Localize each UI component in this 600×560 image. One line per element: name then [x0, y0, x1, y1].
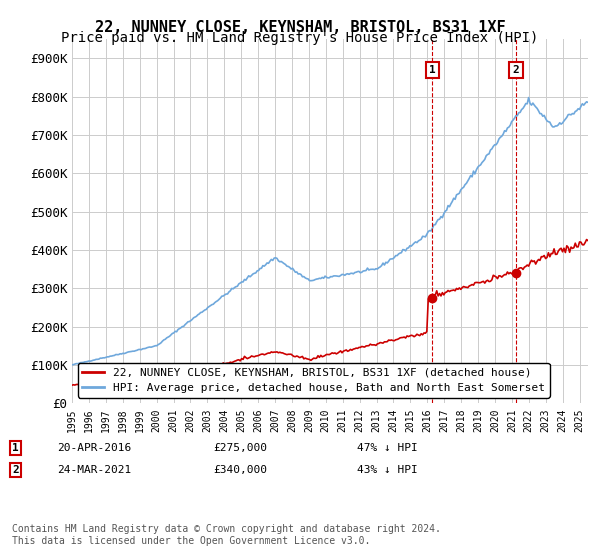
Text: 2: 2 — [513, 65, 520, 75]
Text: 43% ↓ HPI: 43% ↓ HPI — [357, 465, 418, 475]
Text: 47% ↓ HPI: 47% ↓ HPI — [357, 443, 418, 453]
Text: 22, NUNNEY CLOSE, KEYNSHAM, BRISTOL, BS31 1XF: 22, NUNNEY CLOSE, KEYNSHAM, BRISTOL, BS3… — [95, 20, 505, 35]
Text: 1: 1 — [429, 65, 436, 75]
Text: £340,000: £340,000 — [213, 465, 267, 475]
Text: 1: 1 — [12, 443, 19, 453]
Text: Price paid vs. HM Land Registry's House Price Index (HPI): Price paid vs. HM Land Registry's House … — [61, 31, 539, 45]
Text: 24-MAR-2021: 24-MAR-2021 — [57, 465, 131, 475]
Text: Contains HM Land Registry data © Crown copyright and database right 2024.
This d: Contains HM Land Registry data © Crown c… — [12, 524, 441, 546]
Text: 20-APR-2016: 20-APR-2016 — [57, 443, 131, 453]
Text: £275,000: £275,000 — [213, 443, 267, 453]
Legend: 22, NUNNEY CLOSE, KEYNSHAM, BRISTOL, BS31 1XF (detached house), HPI: Average pri: 22, NUNNEY CLOSE, KEYNSHAM, BRISTOL, BS3… — [77, 363, 550, 398]
Text: 2: 2 — [12, 465, 19, 475]
